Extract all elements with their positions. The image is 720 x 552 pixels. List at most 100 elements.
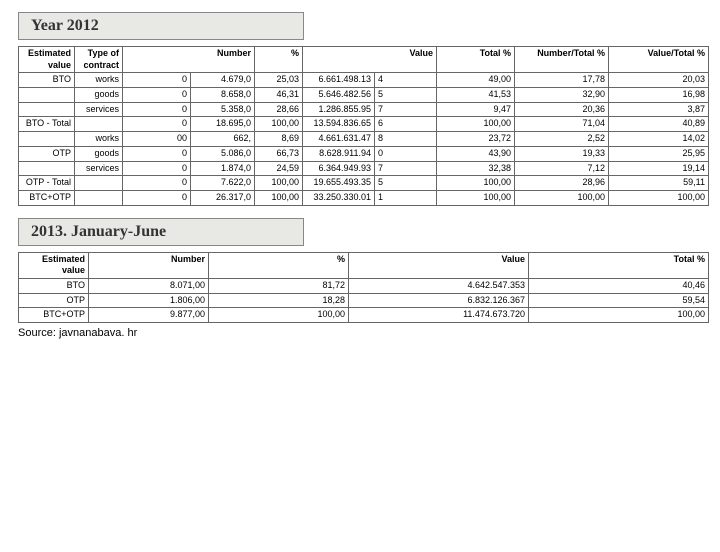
cell-np: 18.695,0 bbox=[191, 117, 255, 132]
cell-vp: 4.661.631.47 bbox=[303, 132, 375, 147]
col-number-total-pct: Number/Total % bbox=[515, 47, 609, 73]
cell-num: 0 bbox=[123, 117, 191, 132]
source-text: Source: javnanabava. hr bbox=[18, 327, 720, 339]
cell-ev: BTC+OTP bbox=[19, 190, 75, 205]
cell-num: 0 bbox=[123, 102, 191, 117]
cell-nt: 2,52 bbox=[515, 132, 609, 147]
cell-ev: BTO bbox=[19, 73, 75, 88]
cell-tc: goods bbox=[75, 146, 123, 161]
cell-np: 1.874,0 bbox=[191, 161, 255, 176]
cell-vt: 40,89 bbox=[609, 117, 709, 132]
col-total-pct: Total % bbox=[529, 252, 709, 278]
cell-pct: 100,00 bbox=[209, 308, 349, 323]
cell-pct: 100,00 bbox=[255, 176, 303, 191]
cell-nt: 7,12 bbox=[515, 161, 609, 176]
cell-pct: 8,69 bbox=[255, 132, 303, 147]
col-pct: % bbox=[255, 47, 303, 73]
cell-tp: 40,46 bbox=[529, 278, 709, 293]
col-value-total-pct: Value/Total % bbox=[609, 47, 709, 73]
cell-val: 11.474.673.720 bbox=[349, 308, 529, 323]
cell-tc: works bbox=[75, 132, 123, 147]
col-value: Value bbox=[303, 47, 437, 73]
cell-vp: 6.661.498.13 bbox=[303, 73, 375, 88]
cell-vp: 33.250.330.01 bbox=[303, 190, 375, 205]
table-row: works00662,8,694.661.631.47823,722,5214,… bbox=[19, 132, 709, 147]
table-row: OTP - Total07.622,0100,0019.655.493.3551… bbox=[19, 176, 709, 191]
cell-vt: 3,87 bbox=[609, 102, 709, 117]
cell-val: 7 bbox=[375, 161, 437, 176]
cell-ev: BTO bbox=[19, 278, 89, 293]
cell-num: 0 bbox=[123, 146, 191, 161]
cell-vp: 19.655.493.35 bbox=[303, 176, 375, 191]
col-estimated-value: Estimated value bbox=[19, 47, 75, 73]
table-row: BTO - Total 018.695,0 100,00 13.594.836.656… bbox=[19, 117, 709, 132]
cell-ev bbox=[19, 102, 75, 117]
cell-num: 9.877,00 bbox=[89, 308, 209, 323]
title-2013-jan-jun: 2013. January-June bbox=[18, 218, 304, 246]
cell-pct: 25,03 bbox=[255, 73, 303, 88]
col-number: Number bbox=[89, 252, 209, 278]
cell-tp: 9,47 bbox=[437, 102, 515, 117]
cell-np: 4.679,0 bbox=[191, 73, 255, 88]
cell-np: 662, bbox=[191, 132, 255, 147]
col-type-contract: Type of contract bbox=[75, 47, 123, 73]
cell-num: 0 bbox=[123, 73, 191, 88]
table-row: BTC+OTP026.317,0100,0033.250.330.011100,… bbox=[19, 190, 709, 205]
cell-num: 0 bbox=[123, 161, 191, 176]
table-row: BTC+OTP9.877,00100,0011.474.673.720100,0… bbox=[19, 308, 709, 323]
cell-val: 1 bbox=[375, 190, 437, 205]
cell-nt: 19,33 bbox=[515, 146, 609, 161]
cell-vp: 8.628.911.94 bbox=[303, 146, 375, 161]
cell-tc: services bbox=[75, 161, 123, 176]
table-row: BTOworks04.679,025,036.661.498.13449,001… bbox=[19, 73, 709, 88]
cell-vp: 13.594.836.65 bbox=[303, 117, 375, 132]
cell-val: 7 bbox=[375, 102, 437, 117]
cell-vp: 6.364.949.93 bbox=[303, 161, 375, 176]
cell-vt: 16,98 bbox=[609, 88, 709, 103]
cell-tc bbox=[75, 117, 123, 132]
cell-tp: 49,00 bbox=[437, 73, 515, 88]
cell-np: 26.317,0 bbox=[191, 190, 255, 205]
cell-vt: 14,02 bbox=[609, 132, 709, 147]
cell-ev: BTO - Total bbox=[19, 117, 75, 132]
cell-np: 5.086,0 bbox=[191, 146, 255, 161]
table-row: services01.874,024,596.364.949.93732,387… bbox=[19, 161, 709, 176]
col-number: Number bbox=[123, 47, 255, 73]
cell-nt: 17,78 bbox=[515, 73, 609, 88]
table-2013: Estimated value Number % Value Total % B… bbox=[18, 252, 709, 323]
cell-val: 5 bbox=[375, 88, 437, 103]
cell-val: 8 bbox=[375, 132, 437, 147]
cell-tp: 100,00 bbox=[437, 117, 515, 132]
cell-pct: 24,59 bbox=[255, 161, 303, 176]
table-2012: Estimated value Type of contract Number … bbox=[18, 46, 709, 206]
cell-pct: 81,72 bbox=[209, 278, 349, 293]
cell-vt: 100,00 bbox=[609, 190, 709, 205]
cell-tc: works bbox=[75, 73, 123, 88]
cell-tc bbox=[75, 190, 123, 205]
cell-tp: 23,72 bbox=[437, 132, 515, 147]
col-value: Value bbox=[349, 252, 529, 278]
cell-ev: OTP bbox=[19, 146, 75, 161]
cell-vp: 5.646.482.56 bbox=[303, 88, 375, 103]
cell-ev: OTP - Total bbox=[19, 176, 75, 191]
table-header-row: Estimated value Number % Value Total % bbox=[19, 252, 709, 278]
cell-val: 6 bbox=[375, 117, 437, 132]
cell-tp: 100,00 bbox=[437, 176, 515, 191]
cell-ev bbox=[19, 132, 75, 147]
cell-vp: 1.286.855.95 bbox=[303, 102, 375, 117]
table-header-row: Estimated value Type of contract Number … bbox=[19, 47, 709, 73]
cell-tp: 43,90 bbox=[437, 146, 515, 161]
cell-pct: 100,00 bbox=[255, 190, 303, 205]
cell-val: 4.642.547.353 bbox=[349, 278, 529, 293]
col-total-pct: Total % bbox=[437, 47, 515, 73]
title-year-2012: Year 2012 bbox=[18, 12, 304, 40]
cell-num: 0 bbox=[123, 190, 191, 205]
cell-num: 1.806,00 bbox=[89, 293, 209, 308]
cell-nt: 32,90 bbox=[515, 88, 609, 103]
cell-vt: 19,14 bbox=[609, 161, 709, 176]
cell-vt: 25,95 bbox=[609, 146, 709, 161]
cell-vt: 20,03 bbox=[609, 73, 709, 88]
cell-val: 5 bbox=[375, 176, 437, 191]
cell-tc: services bbox=[75, 102, 123, 117]
cell-val: 0 bbox=[375, 146, 437, 161]
